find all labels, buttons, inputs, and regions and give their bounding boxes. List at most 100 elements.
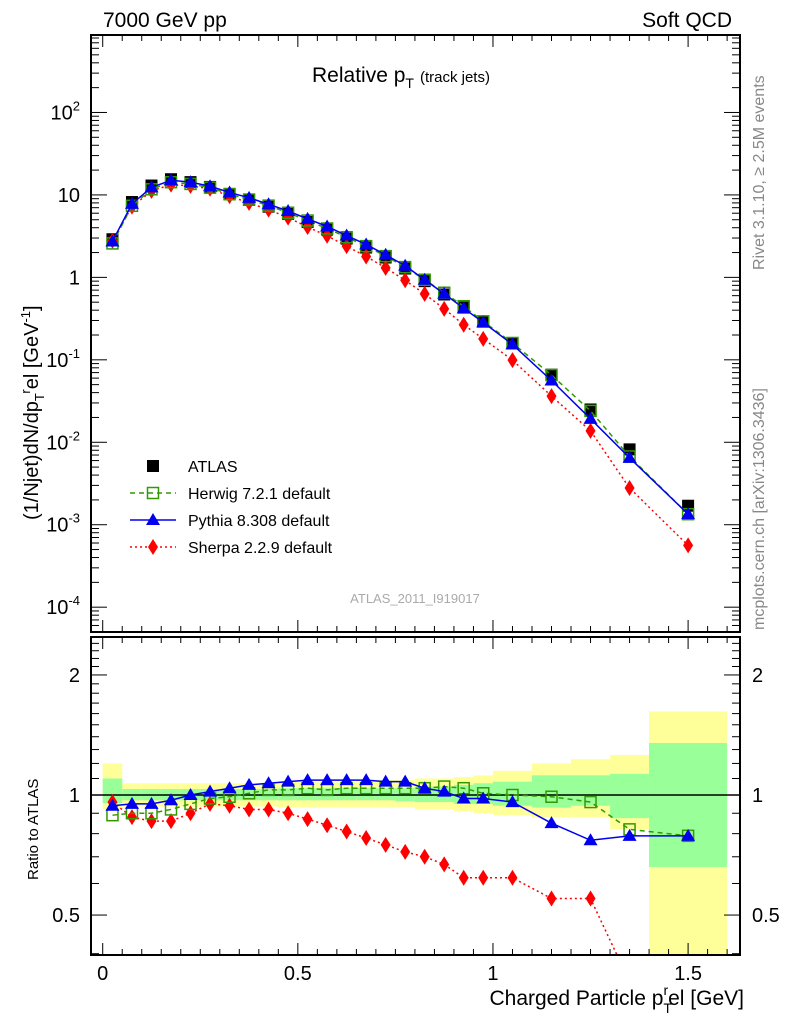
pythia-point <box>359 237 374 250</box>
pythia-ratio-point <box>183 788 198 801</box>
ratio-series <box>105 773 696 955</box>
sherpa-point <box>546 388 557 405</box>
legend-marker <box>146 486 160 500</box>
legend-marker <box>146 513 160 525</box>
pythia-point <box>505 337 520 350</box>
stat-uncertainty-band <box>610 773 650 819</box>
ratio-frame <box>90 636 741 956</box>
pythia-ratio-point <box>378 774 393 787</box>
pythia-point <box>417 272 432 285</box>
herwig-ratio-point <box>545 790 558 803</box>
main-plot: 10-4 10-3 10-2 10-1 1 10 102 <box>46 34 741 633</box>
sherpa-ratio-point <box>283 805 294 822</box>
pythia-point <box>281 204 296 217</box>
pythia-ratio-point <box>544 816 559 829</box>
atlas-point <box>584 403 597 416</box>
pythia-ratio-point <box>339 773 354 786</box>
pythia-point <box>456 301 471 314</box>
pythia-point <box>124 196 139 209</box>
pythia-ratio-point <box>622 828 637 841</box>
sherpa-ratio-point <box>478 869 489 886</box>
pythia-point <box>203 179 218 192</box>
sherpa-ratio-point <box>341 823 352 840</box>
legend-item-herwig: Herwig 7.2.1 default <box>130 486 331 503</box>
pythia-point <box>622 450 637 463</box>
sherpa-ratio-point <box>302 811 313 828</box>
x-tick-label: 0 <box>97 963 108 985</box>
pythia-ratio-point <box>261 776 276 789</box>
sherpa-ratio-point <box>585 890 596 907</box>
ratio-y-tick-label: 2 <box>752 665 763 687</box>
pythia-point <box>164 173 179 186</box>
legend-label: Pythia 8.308 default <box>188 513 330 530</box>
sherpa-ratio-point <box>458 869 469 886</box>
sherpa-ratio-point <box>380 836 391 853</box>
pythia-ratio-point <box>320 773 335 786</box>
ratio-y-tick-label: 1 <box>69 785 80 807</box>
header-left: 7000 GeV pp <box>103 9 227 32</box>
sherpa-point <box>683 537 694 554</box>
pythia-ratio-point <box>281 774 296 787</box>
sherpa-ratio-point <box>361 830 372 847</box>
main-frame <box>90 34 741 633</box>
pythia-ratio-point <box>681 828 696 841</box>
sherpa-point <box>507 352 518 369</box>
y-tick-label: 10-3 <box>46 511 80 537</box>
sherpa-point <box>478 330 489 347</box>
sherpa-ratio-point <box>546 890 557 907</box>
sherpa-ratio-point <box>185 805 196 822</box>
sherpa-point <box>439 300 450 317</box>
x-axis-label: Charged Particle pTrel [GeV] <box>489 982 744 1016</box>
y-tick-label: 1 <box>69 267 80 289</box>
legend-marker <box>147 460 159 472</box>
ratio-y-tick-label: 1 <box>752 785 763 807</box>
pythia-point <box>183 175 198 188</box>
ratio-plot: 0 0.5 1 1.5 0.5 0.5 1 1 2 2 <box>52 35 780 985</box>
legend-label: Sherpa 2.2.9 default <box>188 540 333 557</box>
legend: ATLAS Herwig 7.2.1 default Pythia 8.308 de… <box>130 459 333 557</box>
ratio-y-tick-label: 0.5 <box>752 905 780 927</box>
sherpa-ratio-point <box>507 869 518 886</box>
pythia-point <box>583 411 598 424</box>
sherpa-ratio-point <box>263 801 274 818</box>
legend-label: ATLAS <box>188 459 238 476</box>
sherpa-point <box>458 316 469 333</box>
pythia-ratio-point <box>164 793 179 806</box>
pythia-point <box>476 315 491 328</box>
pythia-ratio-point <box>583 833 598 846</box>
sherpa-ratio-point <box>146 813 157 830</box>
pythia-ratio-point <box>359 773 374 786</box>
sherpa-ratio-point <box>166 813 177 830</box>
sherpa-ratio-point <box>419 848 430 865</box>
pythia-point <box>105 234 120 247</box>
sherpa-ratio-point <box>400 843 411 860</box>
x-tick-label: 1.5 <box>674 963 702 985</box>
ratio-y-tick-label: 0.5 <box>52 905 80 927</box>
ratio-y-axis-label: Ratio to ATLAS <box>25 779 42 880</box>
pythia-point <box>437 286 452 299</box>
pythia-ratio-point <box>456 791 471 804</box>
sherpa-ratio-line <box>112 801 618 955</box>
pythia-ratio-point <box>222 781 237 794</box>
atlas-point <box>623 443 636 456</box>
pythia-ratio-point <box>124 796 139 809</box>
y-tick-label: 10-2 <box>46 428 80 454</box>
pythia-point <box>242 190 257 203</box>
ratio-y-tick-label: 2 <box>69 665 80 687</box>
pythia-ratio-point <box>105 798 120 811</box>
sherpa-ratio-point <box>322 817 333 834</box>
sherpa-point <box>361 248 372 265</box>
sherpa-point <box>419 285 430 302</box>
x-tick-label: 0.5 <box>284 963 312 985</box>
y-tick-label: 10-4 <box>46 593 80 619</box>
pythia-ratio-point <box>417 781 432 794</box>
analysis-watermark: ATLAS_2011_I919017 <box>350 591 480 606</box>
header-right: Soft QCD <box>642 9 732 32</box>
legend-marker <box>148 539 158 555</box>
pythia-ratio-point <box>300 773 315 786</box>
pythia-ratio-point <box>476 791 491 804</box>
main-series <box>105 173 696 554</box>
sherpa-point <box>322 227 333 244</box>
x-tick-label: 1 <box>487 963 498 985</box>
